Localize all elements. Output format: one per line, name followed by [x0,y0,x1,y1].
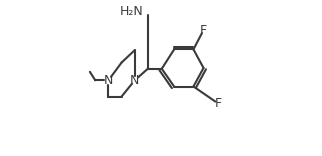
Text: H₂N: H₂N [119,5,143,18]
Text: F: F [215,97,222,110]
Text: F: F [200,24,207,37]
Text: N: N [130,74,139,87]
Text: N: N [104,74,113,87]
